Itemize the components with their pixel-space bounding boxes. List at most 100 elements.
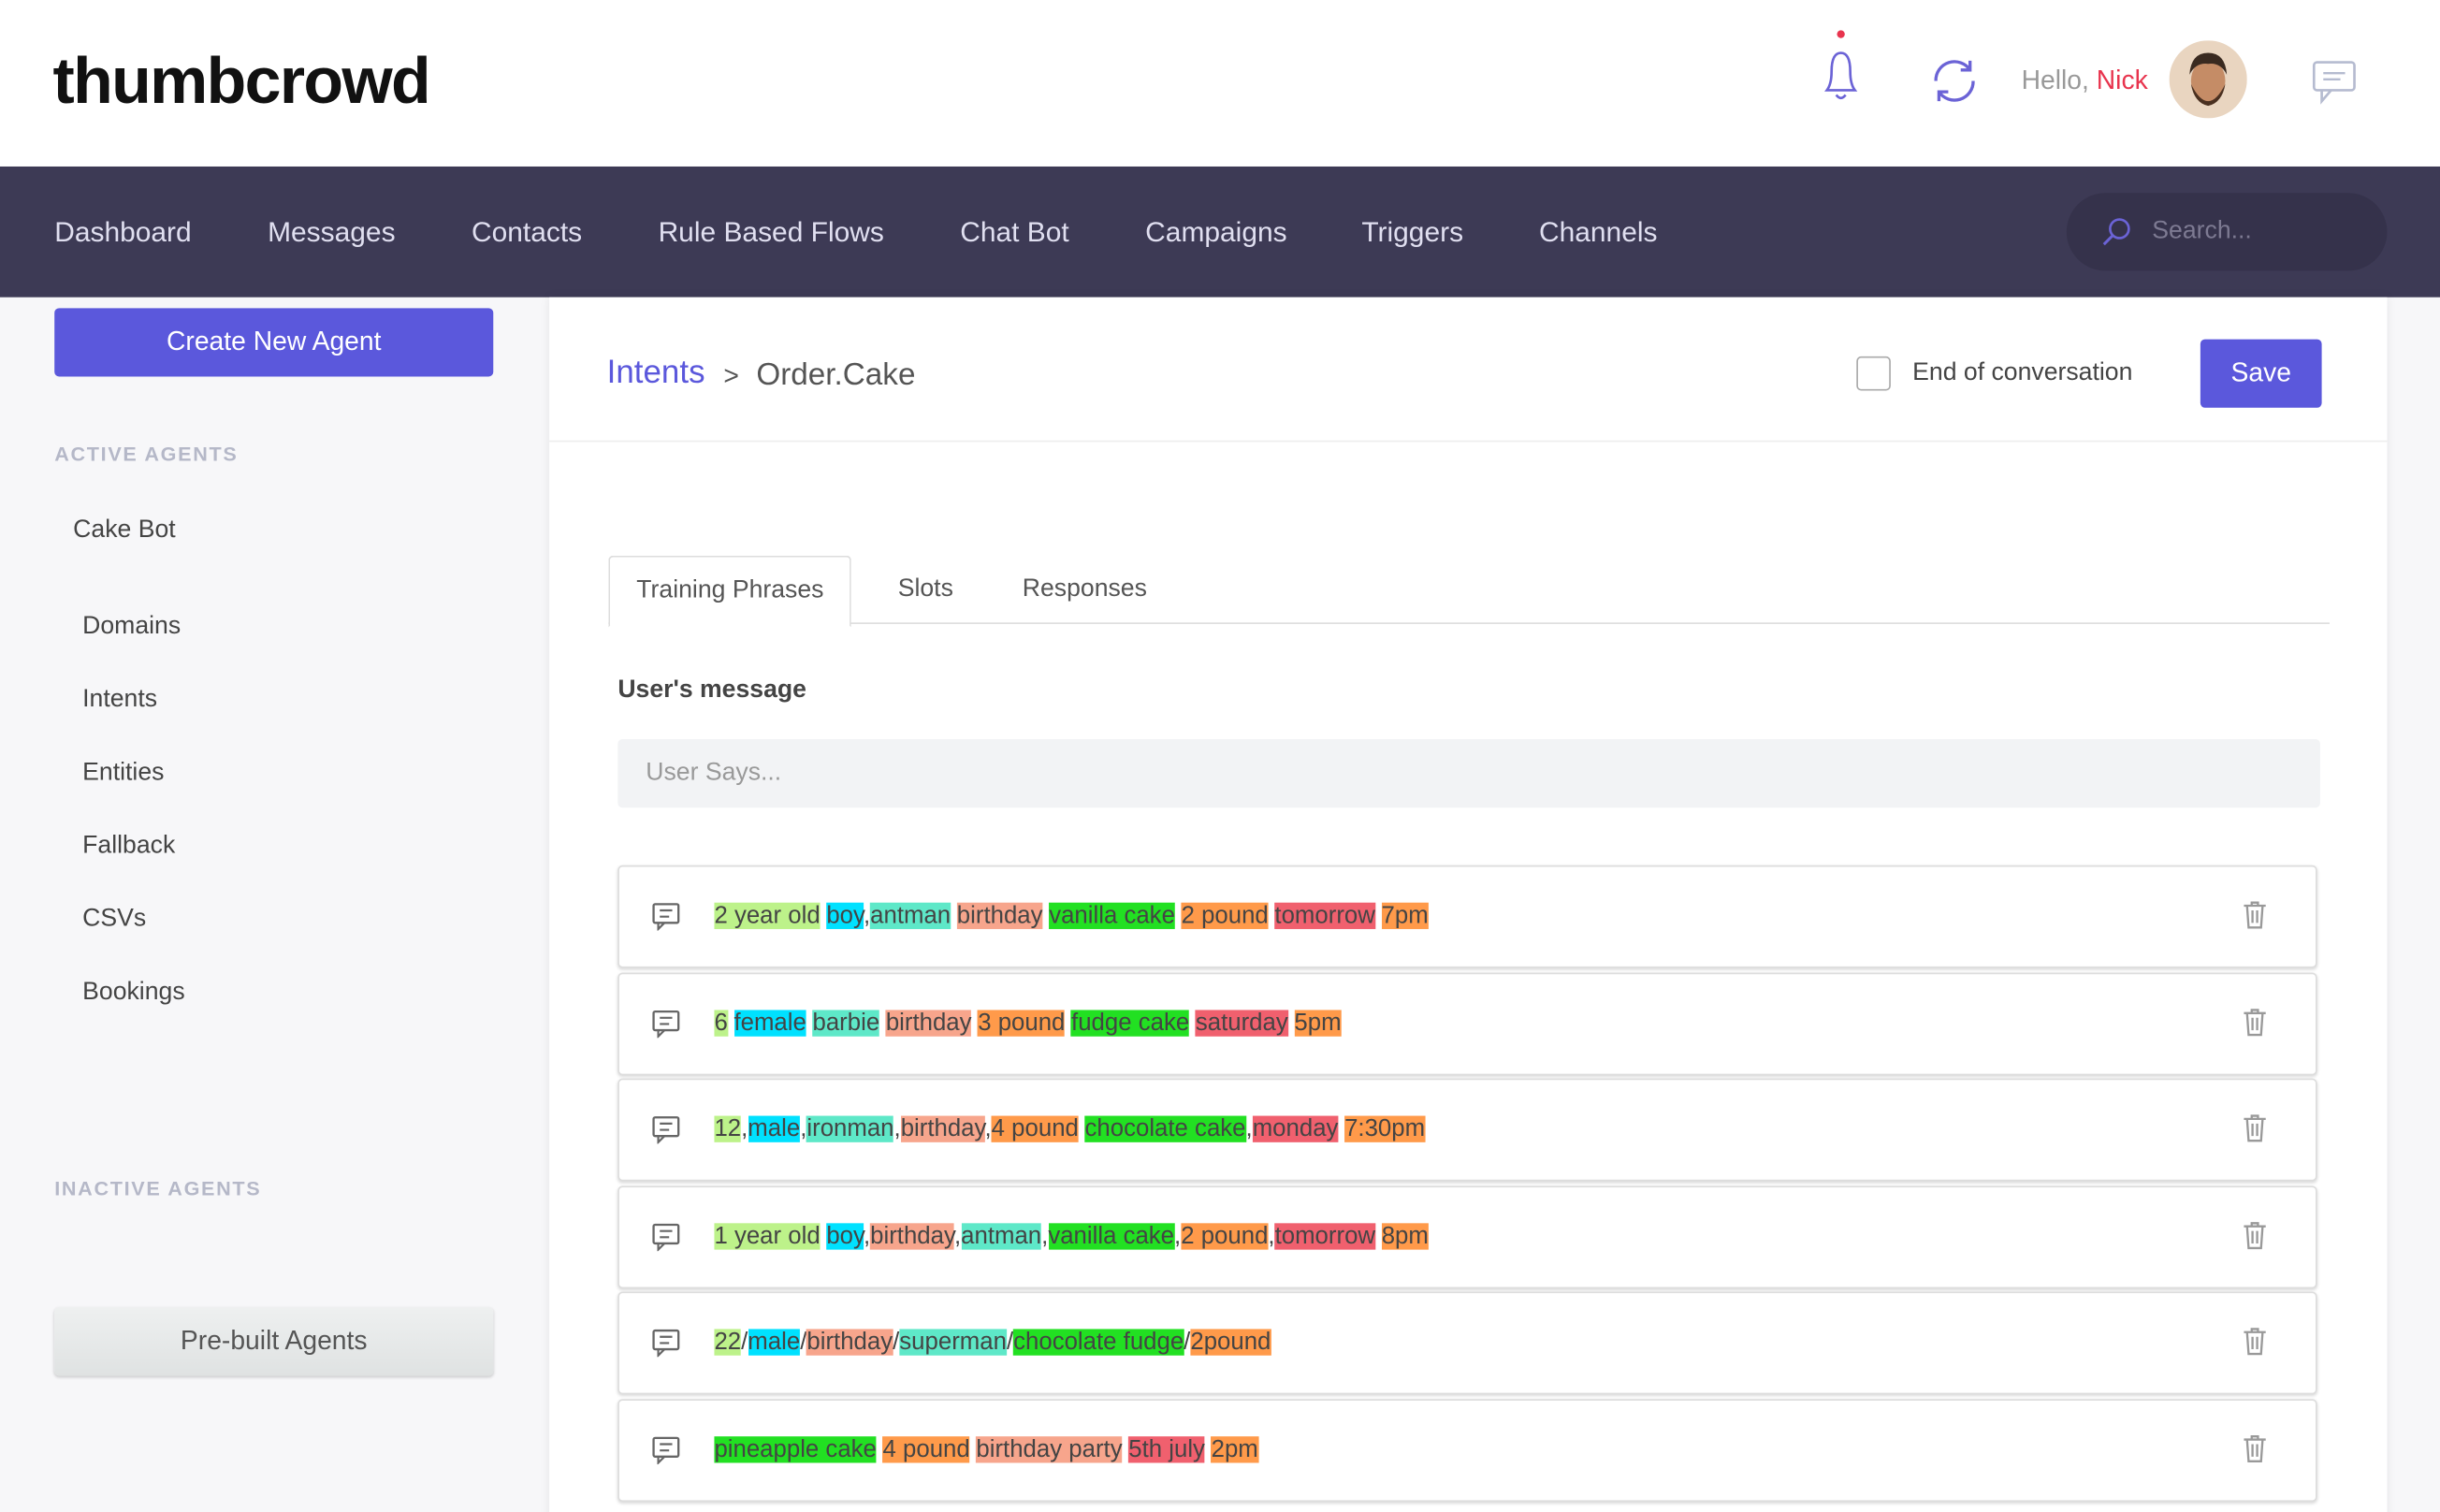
entity-segment[interactable]: 8pm <box>1381 1222 1429 1249</box>
entity-segment[interactable]: birthday <box>885 1009 972 1036</box>
entity-segment[interactable]: 1 year old <box>714 1222 821 1249</box>
entity-segment[interactable]: birthday <box>900 1115 985 1142</box>
avatar[interactable] <box>2169 40 2247 119</box>
delete-icon[interactable] <box>2243 1328 2268 1356</box>
entity-segment[interactable]: 4 pound <box>991 1115 1079 1142</box>
message-icon <box>652 1329 680 1358</box>
nav-item[interactable]: Contacts <box>471 216 583 248</box>
end-checkbox[interactable] <box>1856 356 1891 391</box>
search-box[interactable]: Search... <box>2066 193 2388 271</box>
phrase-row: 1 year old boy,birthday,antman,vanilla ca… <box>617 1185 2317 1288</box>
entity-segment[interactable]: boy <box>826 902 864 929</box>
user-name[interactable]: Nick <box>2096 65 2148 95</box>
chat-icon[interactable] <box>2309 56 2359 106</box>
tab[interactable]: Slots <box>897 575 953 603</box>
entity-segment[interactable]: 2 pound <box>1181 1222 1269 1249</box>
nav-item[interactable]: Triggers <box>1361 216 1464 248</box>
tab[interactable]: Training Phrases <box>608 555 852 628</box>
entity-segment[interactable]: antman <box>870 902 951 929</box>
separator: / <box>1006 1329 1014 1356</box>
menu-item[interactable]: Fallback <box>82 832 176 860</box>
entity-segment[interactable]: 7pm <box>1381 902 1429 929</box>
entity-segment[interactable]: tomorrow <box>1274 1222 1376 1249</box>
notification-icon[interactable] <box>1818 28 1865 106</box>
entity-segment[interactable]: superman <box>899 1329 1007 1356</box>
entity-segment[interactable]: chocolate cake <box>1084 1115 1246 1142</box>
separator: , <box>953 1222 962 1249</box>
logo[interactable]: thumbcrowd <box>52 43 431 117</box>
menu-item[interactable]: Domains <box>82 613 182 640</box>
entity-segment[interactable]: boy <box>826 1222 864 1249</box>
entity-segment[interactable]: 4 pound <box>882 1435 970 1462</box>
entity-segment[interactable]: vanilla cake <box>1048 1222 1175 1249</box>
entity-segment[interactable]: 7:30pm <box>1344 1115 1426 1142</box>
save-button[interactable]: Save <box>2200 339 2322 408</box>
nav-item[interactable]: Messages <box>268 216 396 248</box>
entity-segment[interactable]: 5pm <box>1294 1009 1342 1036</box>
message-icon <box>652 903 680 931</box>
greeting: Hello, Nick <box>2022 65 2148 96</box>
entity-segment[interactable]: 12 <box>714 1115 742 1142</box>
delete-icon[interactable] <box>2243 1114 2268 1142</box>
breadcrumb-separator: > <box>723 360 739 391</box>
menu-item[interactable]: Bookings <box>82 979 185 1006</box>
sync-icon[interactable] <box>1929 56 1979 106</box>
nav-item[interactable]: Dashboard <box>54 216 192 248</box>
entity-segment[interactable]: 6 <box>714 1009 728 1036</box>
prebuilt-button[interactable]: Pre-built Agents <box>54 1307 494 1376</box>
delete-icon[interactable] <box>2243 1434 2268 1462</box>
navbar: Search... Dashboard Messages Contacts Rule … <box>0 166 2440 298</box>
entity-segment[interactable]: 5th july <box>1128 1435 1205 1462</box>
entity-segment[interactable]: monday <box>1252 1115 1339 1142</box>
entity-segment[interactable]: antman <box>961 1222 1042 1249</box>
entity-segment[interactable]: 2 year old <box>714 902 821 929</box>
phrase-text: 2 year old boy,antman birthday vanilla cake… <box>714 902 1434 931</box>
tab[interactable]: Responses <box>1022 575 1147 603</box>
nav-item[interactable]: Rule Based Flows <box>658 216 884 248</box>
nav-item[interactable]: Channels <box>1538 216 1658 248</box>
menu-item[interactable]: CSVs <box>82 906 147 933</box>
separator: / <box>741 1329 748 1356</box>
nav-item[interactable]: Campaigns <box>1145 216 1287 248</box>
entity-segment[interactable]: 2pm <box>1211 1435 1258 1462</box>
delete-icon[interactable] <box>2243 1008 2268 1036</box>
entity-segment[interactable]: ironman <box>806 1115 894 1142</box>
entity-segment[interactable]: fudge cake <box>1071 1009 1190 1036</box>
entity-segment[interactable]: 22 <box>714 1329 742 1356</box>
delete-icon[interactable] <box>2243 1221 2268 1249</box>
nav-item[interactable]: Chat Bot <box>960 216 1069 248</box>
menu-item[interactable]: Entities <box>82 759 165 786</box>
phrase-row: 22/male/birthday/superman/chocolate fudg… <box>617 1291 2317 1395</box>
separator: / <box>893 1329 900 1356</box>
entity-segment[interactable]: birthday <box>870 1222 954 1249</box>
breadcrumb-root[interactable]: Intents <box>606 355 705 391</box>
entity-segment[interactable]: 3 pound <box>978 1009 1066 1036</box>
entity-segment[interactable]: vanilla cake <box>1049 902 1175 929</box>
entity-segment[interactable]: 2pound <box>1190 1329 1271 1356</box>
separator: , <box>1245 1115 1253 1142</box>
entity-segment[interactable]: saturday <box>1195 1009 1288 1036</box>
entity-segment[interactable]: birthday <box>956 902 1043 929</box>
entity-segment[interactable]: birthday <box>806 1329 893 1356</box>
phrase-row: pineapple cake 4 pound birthday party 5th j… <box>617 1398 2317 1502</box>
separator: / <box>800 1329 807 1356</box>
entity-segment[interactable]: female <box>733 1009 806 1036</box>
intent-editor: Intents > Order.Cake End of conversation… <box>549 297 2388 1512</box>
menu-item[interactable]: Intents <box>82 686 158 713</box>
entity-segment[interactable]: tomorrow <box>1274 902 1375 929</box>
entity-segment[interactable]: birthday party <box>976 1435 1123 1462</box>
entity-segment[interactable]: male <box>748 1329 801 1356</box>
entity-segment[interactable]: male <box>748 1115 801 1142</box>
entity-segment[interactable]: 2 pound <box>1181 902 1269 929</box>
separator: , <box>893 1115 901 1142</box>
entity-segment[interactable]: barbie <box>812 1009 880 1036</box>
create-agent-button[interactable]: Create New Agent <box>54 308 494 377</box>
user-says-input[interactable]: User Says... <box>617 739 2320 808</box>
phrase-row: 6 female barbie birthday 3 pound fudge cake sa… <box>617 971 2317 1075</box>
end-label: End of conversation <box>1912 359 2133 386</box>
agent-name[interactable]: Cake Bot <box>73 516 176 544</box>
entity-segment[interactable]: chocolate fudge <box>1013 1329 1184 1356</box>
entity-segment[interactable]: pineapple cake <box>714 1435 877 1462</box>
delete-icon[interactable] <box>2243 901 2268 929</box>
